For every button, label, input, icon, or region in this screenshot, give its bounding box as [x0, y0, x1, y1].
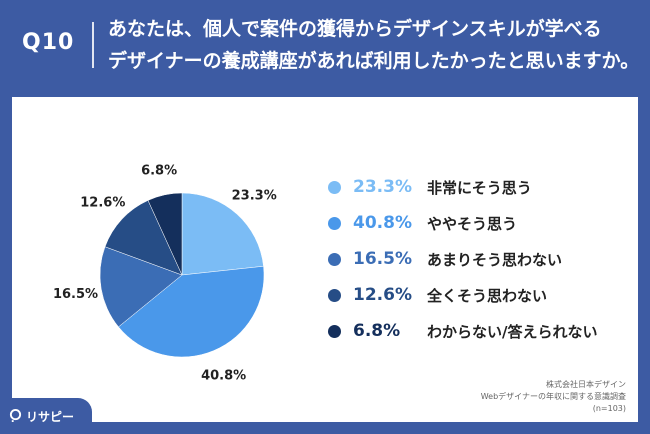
- brand-logo: リサピー: [0, 398, 92, 434]
- pie-value-label: 12.6%: [80, 196, 125, 211]
- legend-label: 非常にそう思う: [427, 178, 532, 197]
- legend-swatch: [328, 216, 341, 230]
- chart-card: 23.3% 40.8% 16.5% 12.6% 6.8% 23.3% 非常にそう思う 40.…: [12, 97, 638, 422]
- legend-item: 16.5% あまりそう思わない: [328, 241, 618, 277]
- legend-item: 40.8% ややそう思う: [328, 205, 618, 241]
- question-divider: [92, 22, 94, 68]
- legend-label: わからない/答えられない: [427, 322, 598, 341]
- question-line-1: あなたは、個人で案件の獲得からデザインスキルが学べる: [108, 18, 602, 40]
- source-note: 株式会社日本デザイン Webデザイナーの年収に関する意識調査 (n=103): [481, 379, 626, 415]
- pie-slice: [147, 192, 183, 276]
- pie-slice: [181, 192, 264, 276]
- pie-slice: [118, 265, 265, 358]
- pie-value-label: 16.5%: [53, 287, 98, 302]
- legend-percent: 6.8%: [353, 321, 401, 341]
- legend-label: 全くそう思わない: [427, 286, 548, 305]
- pie-value-label: 40.8%: [201, 369, 246, 384]
- legend-item: 12.6% 全くそう思わない: [328, 277, 618, 313]
- legend-percent: 40.8%: [353, 213, 412, 233]
- source-company: 株式会社日本デザイン: [546, 380, 626, 389]
- pie-slice: [104, 200, 183, 276]
- legend-item: 23.3% 非常にそう思う: [328, 169, 618, 205]
- pie-value-label: 6.8%: [141, 163, 177, 178]
- legend-swatch: [328, 180, 341, 194]
- legend-swatch: [328, 288, 341, 302]
- legend-percent: 23.3%: [353, 177, 412, 197]
- legend-percent: 12.6%: [353, 285, 412, 305]
- legend-swatch: [328, 252, 341, 266]
- logo-text: リサピー: [26, 410, 75, 424]
- question-line-2: デザイナーの養成講座があれば利用したかったと思いますか。: [108, 50, 640, 72]
- question-number: Q10: [22, 30, 75, 55]
- legend: 23.3% 非常にそう思う 40.8% ややそう思う 16.5% あまりそう思わない 12.…: [328, 169, 618, 349]
- question-text: あなたは、個人で案件の獲得からデザインスキルが学べる デザイナーの養成講座があれ…: [108, 13, 643, 77]
- question-header: Q10 あなたは、個人で案件の獲得からデザインスキルが学べる デザイナーの養成講…: [0, 0, 650, 88]
- source-survey: Webデザイナーの年収に関する意識調査: [480, 392, 626, 401]
- risapy-logo-icon: [9, 409, 22, 422]
- legend-item: 6.8% わからない/答えられない: [328, 313, 618, 349]
- legend-percent: 16.5%: [353, 249, 412, 269]
- pie-value-label: 23.3%: [232, 189, 277, 204]
- pie-chart: 23.3% 40.8% 16.5% 12.6% 6.8%: [53, 163, 277, 384]
- source-sample-size: (n=103): [592, 404, 626, 413]
- legend-label: ややそう思う: [427, 214, 518, 233]
- legend-label: あまりそう思わない: [427, 250, 563, 269]
- legend-swatch: [328, 324, 341, 338]
- pie-slice: [99, 246, 183, 328]
